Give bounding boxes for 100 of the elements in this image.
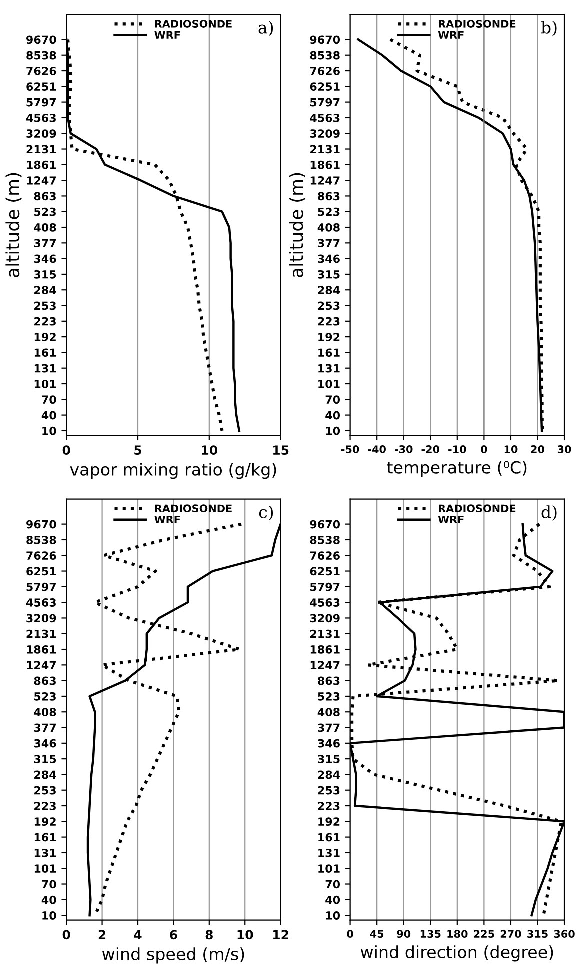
y-tick-label: 284: [34, 286, 56, 294]
y-tick-label: 131: [318, 848, 340, 858]
x-tick-label: -20: [422, 446, 440, 454]
x-axis-title: temperature (⁰C): [387, 461, 527, 478]
y-tick-label: 377: [318, 239, 340, 248]
y-tick-label: 3209: [310, 130, 340, 138]
y-tick-label: 408: [318, 223, 340, 232]
x-tick-label: 0: [62, 930, 70, 940]
y-tick-label: 2131: [26, 630, 56, 638]
y-tick-label: 161: [34, 348, 56, 358]
y-tick-label: 70: [42, 880, 56, 889]
y-tick-label: 408: [34, 708, 56, 716]
y-tick-label: 863: [34, 676, 56, 686]
y-tick-label: 9670: [310, 36, 340, 44]
annotation: a): [258, 21, 274, 36]
x-axis-title: wind direction (degree): [360, 946, 554, 962]
y-tick-label: 1861: [310, 160, 340, 170]
y-tick-label: 161: [34, 833, 56, 842]
y-tick-label: 10: [42, 912, 56, 920]
y-tick-label: 70: [326, 880, 340, 889]
x-axis-title: vapor mixing ratio (g/kg): [70, 463, 276, 480]
x-tick-label: 135: [420, 930, 441, 938]
y-tick-label: 1861: [27, 160, 56, 170]
y-tick-label: 2131: [310, 145, 340, 154]
y-tick-label: 223: [318, 317, 340, 326]
y-tick-label: 1247: [310, 661, 340, 670]
x-tick-label: 20: [531, 446, 544, 454]
y-tick-label: 10: [42, 426, 56, 436]
y-tick-label: 346: [34, 739, 56, 748]
y-tick-label: 192: [318, 818, 340, 826]
annotation: c): [259, 506, 274, 521]
y-tick-label: 5797: [310, 98, 340, 107]
y-tick-label: 192: [34, 818, 56, 826]
x-tick-label: 2: [98, 930, 106, 940]
legend-label: WRF: [438, 516, 464, 524]
x-tick-label: 0: [347, 930, 354, 938]
y-tick-label: 70: [326, 396, 340, 404]
y-tick-label: 315: [318, 755, 340, 764]
x-tick-label: 10: [202, 446, 218, 456]
y-tick-label: 1247: [27, 176, 56, 185]
y-tick-label: 6251: [26, 567, 56, 576]
y-tick-label: 7626: [310, 67, 340, 76]
y-tick-label: 6251: [26, 82, 56, 92]
y-tick-label: 523: [34, 208, 56, 216]
x-tick-label: 30: [558, 446, 572, 454]
y-tick-label: 10: [326, 912, 340, 920]
y-tick-label: 7626: [26, 67, 56, 76]
y-tick-label: 4563: [310, 598, 340, 607]
y-tick-label: 1247: [27, 661, 56, 670]
y-tick-label: 9670: [310, 520, 340, 529]
y-tick-label: 315: [34, 755, 56, 764]
y-tick-label: 6251: [310, 567, 340, 576]
x-tick-label: 15: [274, 446, 289, 456]
y-tick-label: 863: [318, 192, 340, 201]
y-tick-label: 346: [318, 739, 340, 748]
x-tick-label: 10: [504, 446, 518, 454]
y-tick-label: 192: [318, 333, 340, 342]
legend-label: WRF: [154, 516, 180, 524]
legend-label: WRF: [438, 31, 464, 39]
y-tick-label: 7626: [310, 552, 340, 560]
y-tick-label: 4563: [26, 598, 56, 607]
legend-label: RADIOSONDE: [439, 20, 516, 28]
y-tick-label: 101: [318, 380, 340, 388]
x-tick-label: 12: [274, 930, 288, 940]
y-tick-label: 377: [34, 239, 56, 248]
y-axis-title: altitude (m): [6, 173, 22, 278]
x-tick-label: -10: [448, 446, 466, 454]
x-tick-label: 315: [528, 930, 548, 938]
x-tick-label: 8: [206, 930, 213, 940]
legend-label: RADIOSONDE: [155, 20, 232, 28]
y-tick-label: 9670: [26, 36, 56, 44]
y-tick-label: 315: [34, 270, 56, 279]
y-tick-label: 40: [42, 411, 56, 420]
y-tick-label: 253: [318, 302, 340, 310]
y-tick-label: 5797: [26, 582, 56, 592]
y-tick-label: 284: [318, 770, 340, 780]
y-tick-label: 253: [318, 786, 340, 795]
x-tick-label: 45: [370, 930, 384, 938]
x-tick-label: 90: [397, 930, 411, 938]
x-tick-label: 180: [448, 930, 468, 938]
y-tick-label: 523: [318, 692, 340, 701]
x-tick-label: -50: [341, 446, 360, 454]
y-tick-label: 8538: [26, 536, 56, 544]
y-tick-label: 4563: [310, 114, 340, 122]
y-tick-label: 2131: [310, 630, 340, 638]
y-tick-label: 131: [34, 848, 56, 858]
y-tick-label: 192: [34, 333, 56, 342]
y-tick-label: 131: [34, 364, 56, 373]
y-tick-label: 346: [34, 254, 56, 264]
y-tick-label: 523: [318, 208, 340, 216]
x-tick-label: 0: [62, 446, 70, 456]
y-tick-label: 3209: [26, 130, 56, 138]
y-tick-label: 253: [34, 302, 56, 310]
y-tick-label: 2131: [26, 145, 56, 154]
y-tick-label: 131: [318, 364, 340, 373]
y-tick-label: 377: [318, 724, 340, 732]
x-tick-label: -40: [368, 446, 386, 454]
y-tick-label: 8538: [26, 51, 56, 60]
y-tick-label: 408: [318, 708, 340, 716]
y-tick-label: 161: [318, 348, 340, 358]
